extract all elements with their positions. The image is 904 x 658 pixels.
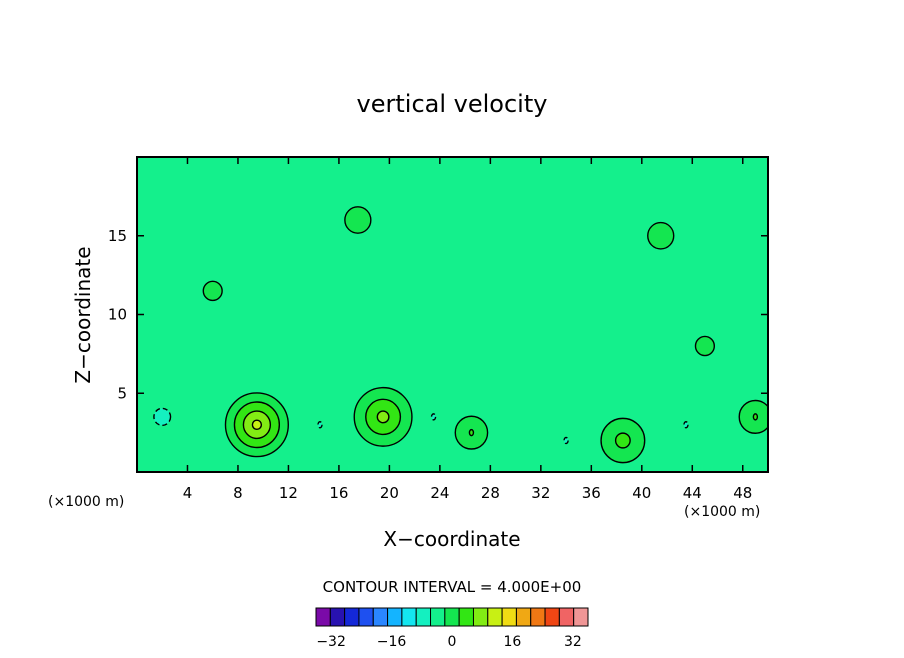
colorbar-swatch [515,607,532,627]
contour-feature [600,417,646,464]
colorbar-tick-label: −32 [316,634,346,650]
colorbar-swatch [487,607,503,627]
colorbar-swatch [573,607,589,627]
contour-ring [614,432,631,449]
colorbar-swatch [401,607,417,627]
colorbar-swatch [544,607,560,627]
colorbar-tick-label: 0 [448,634,457,650]
x-tick-label: 4 [183,484,193,502]
colorbar-swatch [415,607,432,627]
y-tick-label: 5 [117,384,127,402]
x-tick-label: 12 [279,484,298,502]
contour-feature [344,206,372,234]
colorbar-ticks: −32 −16 0 16 32 [316,634,581,650]
chart-title: vertical velocity [357,90,548,118]
contour-interval-text: CONTOUR INTERVAL = 4.000E+00 [323,578,582,596]
contour-feature [647,221,675,250]
colorbar-tick-label: 16 [504,634,522,650]
colorbar-swatch [472,607,489,627]
colorbar-swatch [501,607,517,627]
x-tick-label: 8 [233,484,243,502]
contour-ring [563,436,569,445]
x-tick-label: 32 [531,484,550,502]
colorbar [315,607,589,627]
x-axis-ticks: 4 8 12 16 20 24 28 32 36 40 44 48 [183,157,752,502]
x-tick-label: 20 [380,484,399,502]
x-unit-left: (×1000 m) [48,494,124,510]
contour-feature [454,415,489,450]
contour-ring [694,335,716,357]
contour-ring [376,410,390,424]
colorbar-tick-label: −16 [377,634,407,650]
contour-ring [430,413,437,421]
y-axis-ticks: 5 10 15 [108,227,768,402]
x-tick-label: 16 [329,484,348,502]
colorbar-swatch [329,607,346,627]
x-tick-label: 48 [733,484,752,502]
contour-feature [683,421,689,429]
contour-feature [430,413,437,421]
contour-feature [738,399,768,434]
contour-feature [694,335,716,357]
contour-feature [353,386,413,447]
x-tick-label: 44 [683,484,702,502]
contour-ring [202,280,223,302]
x-axis-label: X−coordinate [383,527,520,551]
colorbar-swatch [358,607,374,627]
y-tick-label: 10 [108,306,127,324]
colorbar-swatch [458,607,474,627]
x-unit-right: (×1000 m) [684,504,760,520]
contour-ring [317,421,323,429]
colorbar-swatch [430,607,446,627]
contour-ring [251,419,263,431]
x-tick-label: 40 [632,484,651,502]
contour-ring [153,407,172,427]
x-tick-label: 28 [481,484,500,502]
colorbar-tick-label: 32 [564,634,582,650]
colorbar-swatch [530,607,546,627]
colorbar-swatch [372,607,389,627]
x-tick-label: 36 [582,484,601,502]
y-axis-label: Z−coordinate [71,246,95,383]
contour-feature [202,280,223,302]
x-tick-label: 24 [430,484,449,502]
contour-ring [683,421,689,429]
contour-feature [317,421,323,429]
y-tick-label: 15 [108,227,127,245]
colorbar-swatch [344,607,360,627]
contour-feature [224,392,289,458]
colorbar-swatch [558,607,575,627]
contour-ring [647,221,675,250]
contour-ring [344,206,372,234]
contour-ring [468,428,475,437]
contour-ring [752,413,759,421]
colorbar-swatch [387,607,403,627]
contour-feature [563,436,569,445]
colorbar-swatch [315,607,331,627]
contour-field [137,157,768,472]
colorbar-swatch [444,607,460,627]
contour-feature [153,407,172,427]
